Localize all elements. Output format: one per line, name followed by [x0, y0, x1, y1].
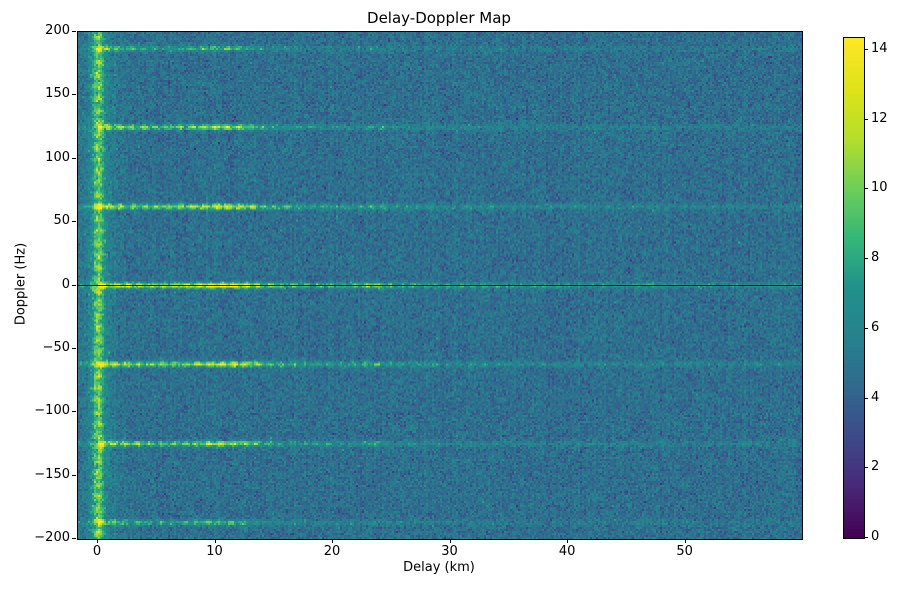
x-tick-mark — [449, 539, 451, 543]
colorbar-tick-mark — [864, 327, 868, 329]
y-tick-mark — [72, 284, 76, 286]
colorbar-tick-label: 6 — [871, 319, 880, 335]
y-tick-mark — [72, 347, 76, 349]
x-tick-mark — [332, 539, 334, 543]
colorbar-tick-label: 10 — [871, 180, 888, 196]
y-tick-label: 150 — [45, 86, 70, 102]
x-tick-label: 50 — [676, 544, 693, 559]
y-tick-mark — [72, 538, 76, 539]
plot-frame — [77, 31, 803, 540]
colorbar-tick-mark — [864, 537, 868, 538]
x-tick-label: 0 — [92, 544, 102, 559]
colorbar-tick-label: 14 — [871, 40, 888, 56]
y-tick-label: 200 — [45, 23, 70, 38]
x-axis-label: Delay (km) — [403, 560, 475, 575]
x-tick-mark — [96, 539, 98, 543]
y-tick-label: −200 — [34, 530, 70, 545]
x-tick-label: 10 — [206, 544, 223, 559]
colorbar-tick-mark — [864, 188, 868, 190]
y-tick-mark — [72, 157, 76, 159]
colorbar-tick-mark — [864, 48, 868, 50]
x-tick-label: 40 — [558, 544, 576, 559]
colorbar-tick-label: 12 — [871, 110, 888, 126]
colorbar-tick-mark — [864, 397, 868, 399]
colorbar-gradient — [844, 38, 864, 538]
chart-title: Delay-Doppler Map — [367, 9, 511, 27]
colorbar-tick-label: 8 — [871, 250, 880, 266]
y-tick-label: −50 — [42, 339, 70, 355]
colorbar-tick-label: 2 — [871, 459, 880, 475]
colorbar — [843, 37, 865, 539]
y-tick-label: −150 — [34, 466, 70, 482]
zero-doppler-line — [78, 285, 802, 286]
y-tick-mark — [72, 221, 76, 223]
y-tick-mark — [72, 94, 76, 96]
y-tick-mark — [72, 31, 76, 32]
y-tick-mark — [72, 474, 76, 476]
x-tick-mark — [567, 539, 569, 543]
y-tick-mark — [72, 411, 76, 413]
colorbar-tick-mark — [864, 467, 868, 469]
y-tick-label: 0 — [61, 276, 70, 292]
colorbar-tick-mark — [864, 258, 868, 260]
colorbar-tick-label: 4 — [871, 389, 880, 405]
y-tick-label: 100 — [45, 149, 70, 165]
x-tick-label: 30 — [441, 544, 458, 559]
x-tick-mark — [684, 539, 686, 543]
colorbar-tick-mark — [864, 118, 868, 120]
colorbar-tick-label: 0 — [871, 529, 880, 544]
x-tick-mark — [214, 539, 216, 543]
y-tick-label: −100 — [34, 403, 70, 419]
x-tick-label: 20 — [323, 544, 341, 559]
y-tick-label: 50 — [53, 213, 70, 229]
